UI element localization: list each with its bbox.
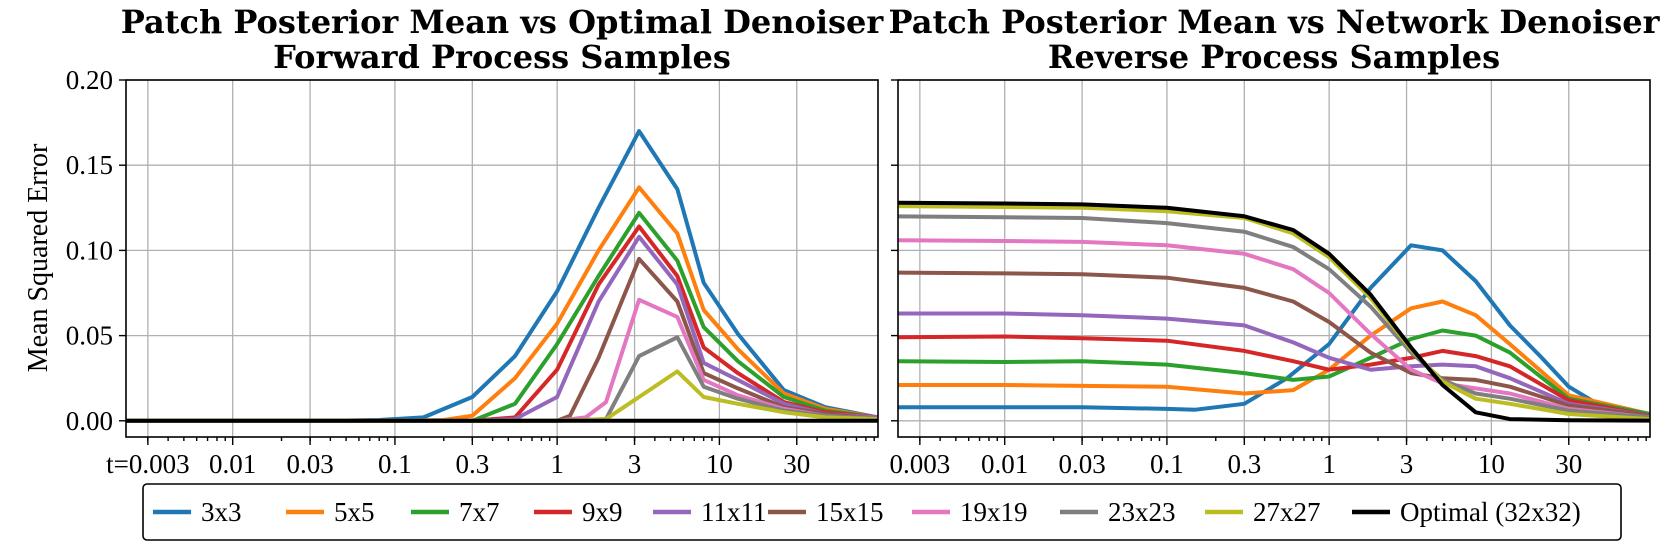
legend-label: 27x27 [1253,497,1321,527]
x-tick-label: 3 [1400,449,1414,479]
series-line-9x9 [898,334,1650,418]
x-tick-label: 0.01 [981,449,1028,479]
legend-label: 19x19 [960,497,1028,527]
y-tick-label: 0.00 [66,406,113,436]
panel-2: Patch Posterior Mean vs Network Denoiser… [889,3,1661,479]
panel-1: Patch Posterior Mean vs Optimal Denoiser… [66,3,885,479]
series-line-5x5 [898,299,1650,416]
y-tick-label: 0.15 [66,150,113,180]
axes-frame [897,79,1651,438]
x-tick-label: 0.3 [455,449,489,479]
legend-label: 5x5 [334,497,375,527]
x-tick-label: 0.1 [1150,449,1184,479]
legend-label: 15x15 [816,497,884,527]
series-line-27x27 [898,204,1650,422]
panel-title-line1: Patch Posterior Mean vs Network Denoiser [889,3,1661,41]
x-tick-label: t=0.003 [106,449,189,479]
x-tick-label: 10 [1478,449,1505,479]
panel-title-line1: Patch Posterior Mean vs Optimal Denoiser [121,3,885,41]
series-group [898,200,1650,423]
legend-label: 23x23 [1108,497,1176,527]
y-tick-label: 0.05 [66,321,113,351]
x-tick-label: 0.01 [209,449,256,479]
legend-label: 3x3 [201,497,242,527]
legend-label: 9x9 [582,497,623,527]
x-tick-label: 0.003 [889,449,950,479]
series-line-15x15 [898,270,1650,418]
x-tick-label: 1 [550,449,564,479]
legend-box [142,483,1622,541]
x-tick-label: 3 [628,449,642,479]
x-tick-label: 0.03 [286,449,333,479]
x-tick-label: 1 [1322,449,1336,479]
x-tick-label: 30 [1555,449,1582,479]
series-line-19x19 [898,238,1650,420]
y-tick-label: 0.10 [66,235,113,265]
series-line-optimal-32x32 [898,200,1650,423]
x-tick-label: 0.3 [1227,449,1261,479]
legend: 3x3 5x5 7x7 9x9 11x11 15x15 19x19 23x23 27x27 Opt… [142,483,1622,541]
x-tick-label: 30 [783,449,810,479]
series-line-23x23 [898,214,1650,420]
panel-title-line2: Forward Process Samples [273,38,731,76]
y-axis-label: Mean Squared Error [23,143,54,372]
legend-label: 7x7 [459,497,500,527]
axes-frame [125,79,879,438]
legend-label: 11x11 [701,497,767,527]
panel-title-line2: Reverse Process Samples [1048,38,1500,76]
y-tick-label: 0.20 [66,65,113,95]
x-tick-label: 0.03 [1058,449,1105,479]
series-line-11x11 [898,311,1650,418]
legend-label: Optimal (32x32) [1400,497,1581,527]
x-tick-label: 0.1 [378,449,412,479]
series-group [126,129,878,423]
x-tick-label: 10 [706,449,733,479]
